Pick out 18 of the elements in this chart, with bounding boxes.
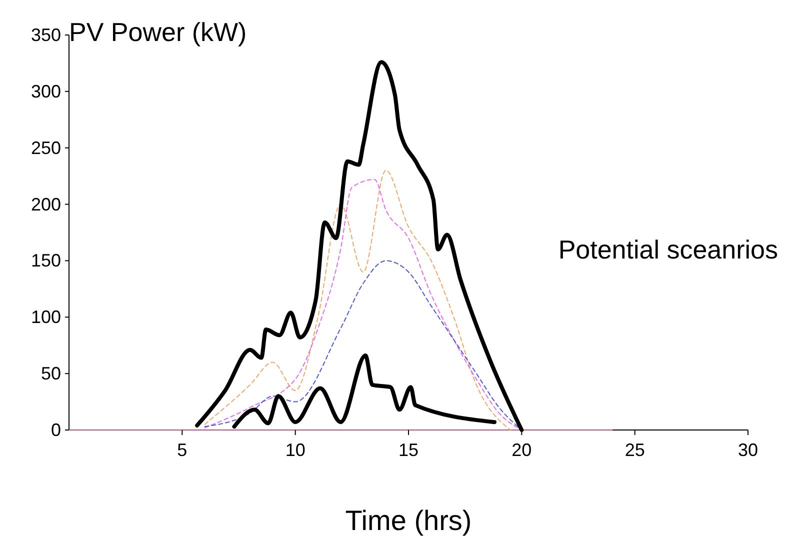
y-tick-label: 350	[30, 25, 61, 45]
x-tick-label: 30	[738, 440, 758, 460]
y-tick-label: 200	[30, 194, 61, 214]
y-tick-label: 100	[30, 307, 61, 328]
y-tick-label: 150	[30, 250, 61, 271]
y-tick-label: 0	[50, 420, 61, 440]
y-axis-title: PV Power (kW)	[69, 17, 247, 47]
line-series	[232, 354, 497, 429]
x-tick-label: 10	[285, 440, 306, 460]
annotation: Potential sceanrios	[558, 234, 778, 264]
y-tick-label: 300	[30, 81, 61, 102]
x-tick-label: 5	[177, 440, 188, 460]
y-tick-label: 50	[40, 364, 61, 384]
x-tick-label: 20	[512, 440, 532, 460]
x-axis-title: Time (hrs)	[345, 505, 472, 536]
y-tick-label: 250	[30, 138, 61, 158]
x-tick-label: 25	[624, 440, 645, 460]
x-tick-label: 15	[398, 440, 419, 460]
